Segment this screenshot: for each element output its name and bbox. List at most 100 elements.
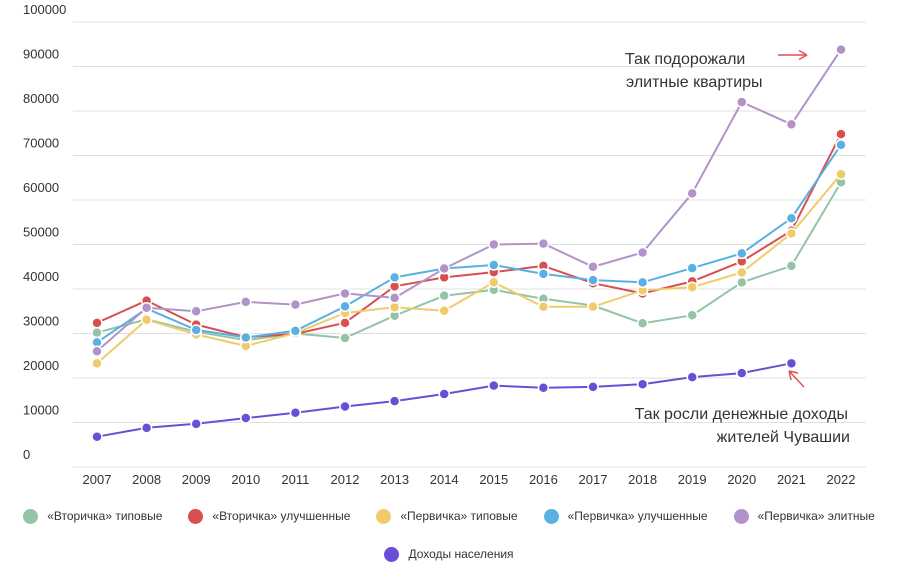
annotation-income-line-2: жителей Чувашии <box>717 429 850 446</box>
data-point <box>785 212 798 224</box>
data-point <box>736 276 748 289</box>
data-point <box>636 378 649 390</box>
data-point <box>785 118 798 131</box>
data-point <box>91 430 103 443</box>
data-point <box>388 395 401 407</box>
y-tick-label: 80000 <box>23 91 59 106</box>
y-tick-label: 90000 <box>23 47 59 62</box>
legend-label: «Первичка» типовые <box>400 509 518 523</box>
legend: «Вторичка» типовые «Вторичка» улучшенные… <box>0 506 898 582</box>
annotation-income-arrow <box>789 371 805 388</box>
annotation-elite-arrowhead <box>798 49 808 61</box>
data-point <box>835 43 847 56</box>
annotation-elite: Так подорожали элитные квартиры <box>625 49 808 91</box>
legend-swatch <box>188 508 204 524</box>
legend-item: «Вторичка» улучшенные <box>188 508 351 524</box>
data-point <box>91 345 103 358</box>
data-point <box>686 262 698 274</box>
legend-label: «Первичка» улучшенные <box>567 509 708 523</box>
data-point <box>686 371 698 383</box>
data-point <box>686 309 698 322</box>
series-4 <box>91 43 847 358</box>
series-line <box>96 144 842 344</box>
x-tick-label: 2019 <box>678 472 707 487</box>
data-point <box>388 292 401 304</box>
legend-item: «Первичка» элитные <box>733 508 875 524</box>
legend-item: «Вторичка» типовые <box>23 508 162 524</box>
data-point <box>587 274 599 286</box>
data-point <box>488 276 500 289</box>
data-point <box>636 317 649 330</box>
y-tick-label: 30000 <box>23 314 59 329</box>
y-tick-label: 70000 <box>23 136 59 151</box>
data-point <box>190 324 202 336</box>
series-line <box>96 49 842 353</box>
data-point <box>537 382 550 394</box>
x-tick-label: 2017 <box>579 472 608 487</box>
series-2 <box>91 168 847 370</box>
x-tick-label: 2012 <box>331 472 360 487</box>
line-chart: 0 10000 20000 30000 40000 50000 60000 70000 8000… <box>23 2 866 487</box>
data-point <box>438 305 450 317</box>
series-3 <box>91 139 847 349</box>
data-point <box>537 301 550 313</box>
data-point <box>388 301 401 313</box>
x-tick-label: 2016 <box>529 472 558 487</box>
data-point <box>339 400 351 413</box>
x-tick-label: 2018 <box>628 472 657 487</box>
series-line <box>96 181 842 342</box>
data-point <box>835 168 847 180</box>
data-point <box>339 317 351 329</box>
data-point <box>91 317 103 329</box>
legend-item: Доходы населения <box>384 546 514 562</box>
data-point <box>438 262 450 275</box>
legend-swatch <box>376 508 392 524</box>
x-tick-label: 2020 <box>727 472 756 487</box>
legend-label: «Вторичка» улучшенные <box>212 509 351 523</box>
data-point <box>488 238 500 251</box>
data-point <box>686 187 698 200</box>
series-lines <box>91 43 847 443</box>
y-tick-label: 50000 <box>23 225 59 240</box>
y-tick-label: 60000 <box>23 180 59 195</box>
data-point <box>488 379 500 392</box>
data-point <box>736 367 748 379</box>
legend-swatch <box>733 508 749 524</box>
data-point <box>339 300 351 313</box>
data-point <box>339 287 351 300</box>
data-point <box>190 305 202 317</box>
data-point <box>785 260 798 272</box>
y-tick-label: 10000 <box>23 403 59 418</box>
data-point <box>785 357 798 370</box>
data-point <box>587 301 599 313</box>
y-tick-label: 20000 <box>23 358 59 373</box>
legend-swatch <box>23 508 39 524</box>
data-point <box>91 357 103 370</box>
data-point <box>736 266 748 279</box>
data-point <box>140 422 153 434</box>
data-point <box>289 406 302 419</box>
annotation-elite-line-1: Так подорожали <box>625 51 745 68</box>
data-point <box>835 128 847 140</box>
data-point <box>785 227 798 240</box>
annotation-income-arrowhead <box>788 370 799 381</box>
annotation-income-line-1: Так росли денежные доходы <box>635 406 848 423</box>
y-axis-ticks: 0 10000 20000 30000 40000 50000 60000 70000 8000… <box>23 2 66 462</box>
x-axis-ticks: 2007 2008 2009 2010 2011 2012 2013 2014 2015 2016… <box>83 472 856 487</box>
legend-label: Доходы населения <box>408 547 514 561</box>
series-line <box>96 133 842 339</box>
legend-item: «Первичка» улучшенные <box>543 508 708 524</box>
data-point <box>736 96 748 108</box>
data-point <box>140 313 153 326</box>
x-tick-label: 2011 <box>281 472 309 487</box>
data-point <box>636 246 649 259</box>
legend-row-2: Доходы населения <box>0 544 898 564</box>
x-tick-label: 2022 <box>827 472 856 487</box>
x-tick-label: 2014 <box>430 472 459 487</box>
data-point <box>190 418 202 430</box>
x-tick-label: 2013 <box>380 472 409 487</box>
legend-item: «Первичка» типовые <box>376 508 518 524</box>
data-point <box>289 325 302 337</box>
x-tick-label: 2021 <box>777 472 806 487</box>
data-point <box>140 301 153 314</box>
